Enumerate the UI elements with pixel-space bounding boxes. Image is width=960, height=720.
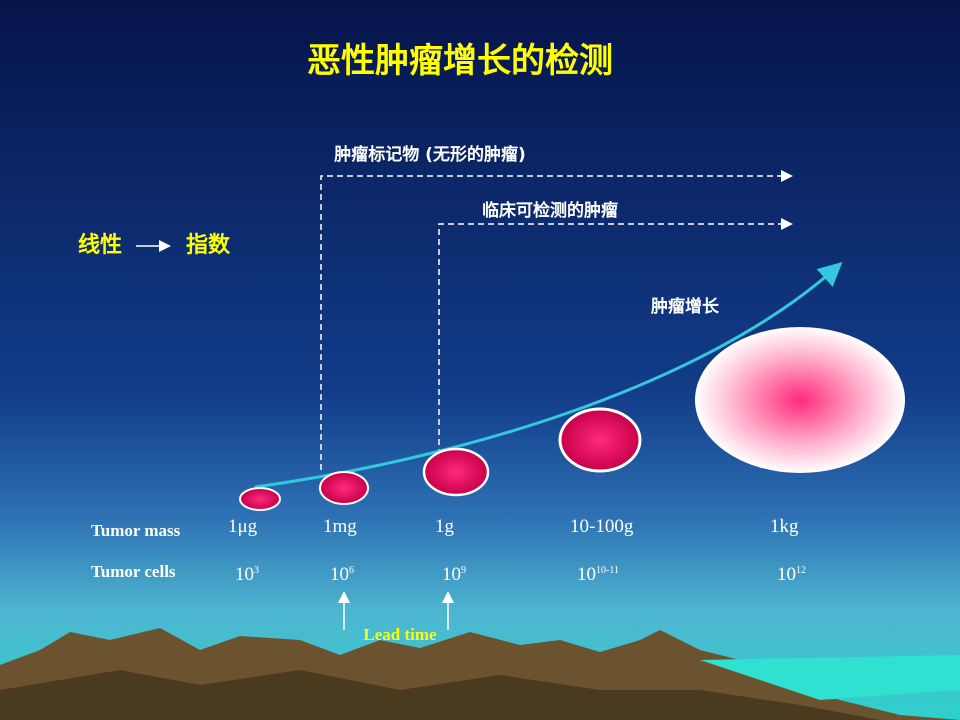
cell-exp: 10-11	[596, 565, 619, 576]
cell-base: 10	[777, 564, 796, 585]
sea	[700, 655, 960, 700]
cell-exp: 6	[349, 565, 354, 576]
cell-exp: 3	[254, 565, 259, 576]
mass-value: 1kg	[770, 516, 799, 537]
lead-time: Lead time	[363, 625, 437, 644]
cell-base: 10	[235, 564, 254, 585]
clinical-label: 临床可检测的肿瘤	[482, 200, 618, 221]
markers-label: 肿瘤标记物 (无形的肿瘤)	[334, 144, 525, 165]
tumor	[239, 487, 281, 511]
cell-base: 10	[330, 564, 349, 585]
row-label: Tumor mass	[91, 521, 181, 540]
cell-count: 1012	[777, 564, 806, 585]
mountains-shadow	[0, 670, 880, 720]
title: 恶性肿瘤增长的检测	[307, 41, 613, 81]
cell-count: 103	[235, 564, 259, 585]
mass-value: 1mg	[323, 516, 357, 537]
tumor	[695, 327, 905, 473]
cell-base: 10	[577, 564, 596, 585]
cell-base: 10	[442, 564, 461, 585]
mass-value: 1g	[435, 516, 455, 537]
mass-value: 1μg	[228, 516, 258, 537]
cell-count: 109	[442, 564, 466, 585]
mass-value: 10-100g	[570, 516, 634, 537]
tumor	[558, 407, 642, 473]
cell-count: 1010-11	[577, 564, 619, 585]
legend-to: 指数	[186, 232, 231, 258]
markers-line	[320, 170, 793, 470]
cell-exp: 12	[796, 565, 806, 576]
tumor	[422, 447, 490, 497]
clinical-line	[438, 218, 793, 455]
legend-from: 线性	[78, 232, 122, 258]
cell-exp: 9	[461, 565, 466, 576]
growth-label: 肿瘤增长	[651, 296, 720, 317]
tumor	[319, 471, 369, 505]
row-label: Tumor cells	[91, 562, 176, 581]
cell-count: 106	[330, 564, 354, 585]
